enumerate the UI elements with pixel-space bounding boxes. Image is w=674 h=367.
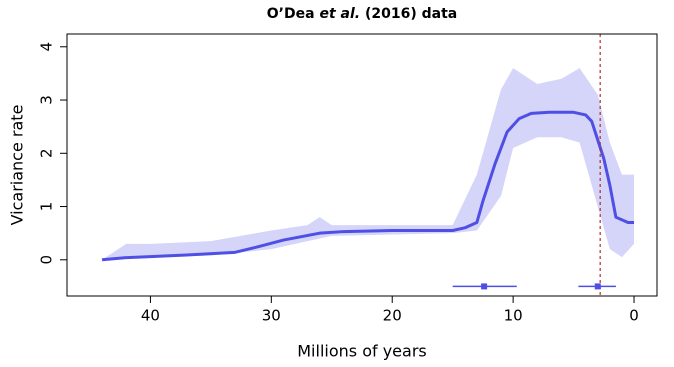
- title-part: (2016) data: [365, 6, 457, 22]
- x-tick-label: 30: [262, 307, 281, 325]
- point: [481, 283, 488, 290]
- y-tick-label: 4: [38, 42, 56, 52]
- uncertainty-band: [102, 68, 635, 260]
- rate-line: [101, 110, 635, 262]
- point: [594, 283, 601, 290]
- y-tick-label: 3: [38, 95, 56, 105]
- x-axis-label: Millions of years: [297, 342, 426, 361]
- x-tick-label: 40: [141, 307, 160, 325]
- x-tick-label: 10: [504, 307, 523, 325]
- plot-frame: [66, 33, 658, 297]
- x-tick-label: 0: [629, 307, 639, 325]
- title-part: O’Dea: [267, 6, 315, 22]
- y-tick-label: 0: [38, 255, 56, 265]
- chart-title: O’Dea et al. (2016) data: [267, 6, 457, 22]
- y-tick-label: 1: [38, 202, 56, 212]
- y-tick-label: 2: [38, 149, 56, 159]
- y-axis-label: Vicariance rate: [8, 105, 27, 226]
- title-part: et al.: [319, 6, 360, 22]
- x-tick-label: 20: [383, 307, 402, 325]
